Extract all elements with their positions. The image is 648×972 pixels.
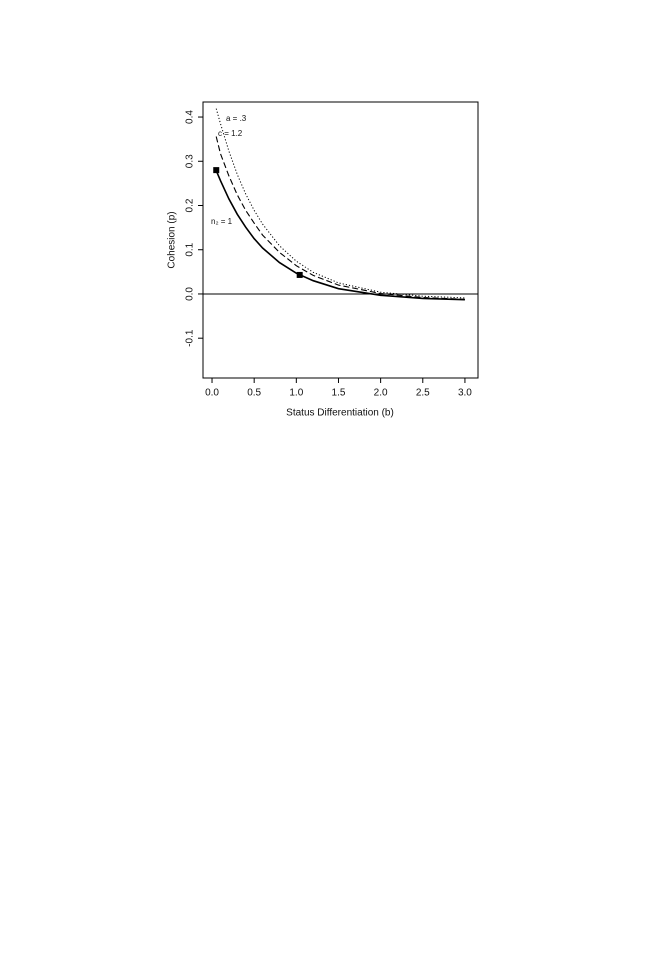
plot-frame — [202, 101, 479, 379]
curve — [215, 170, 465, 301]
marker — [213, 167, 220, 174]
y-tick-label: 0.2 — [185, 198, 196, 212]
x-axis-label: Status Differentiation (b) — [286, 408, 394, 419]
curve — [215, 108, 465, 299]
curve-label: c = 1.2 — [218, 129, 243, 138]
y-tick-label: 0.1 — [185, 242, 196, 256]
y-tick-label: 0.3 — [185, 154, 196, 168]
x-tick-label: 1.5 — [332, 388, 346, 399]
x-tick-label: 1.0 — [289, 388, 303, 399]
marker — [296, 271, 303, 278]
y-tick-label: 0.0 — [185, 287, 196, 301]
curve-label: a = .3 — [226, 114, 247, 123]
x-tick-label: 0.5 — [247, 388, 261, 399]
x-tick-label: 0.0 — [205, 388, 219, 399]
x-tick-label: 3.0 — [458, 388, 472, 399]
y-axis-label: Cohesion (p) — [167, 211, 178, 268]
y-tick-label: 0.4 — [185, 110, 196, 124]
x-tick-label: 2.0 — [374, 388, 388, 399]
curve — [215, 136, 465, 300]
curve-label: n₂ = 1 — [211, 217, 233, 226]
y-tick-label: -0.1 — [185, 329, 196, 347]
x-tick-label: 2.5 — [416, 388, 430, 399]
